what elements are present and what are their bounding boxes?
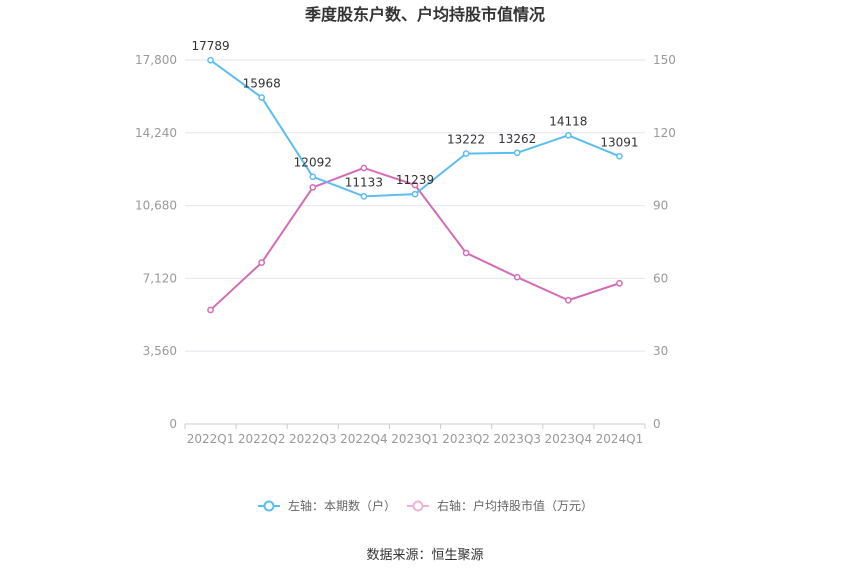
x-tick-label: 2023Q1 xyxy=(391,432,439,446)
data-point-right xyxy=(513,273,521,281)
right-tick-label: 0 xyxy=(653,417,661,431)
right-tick-label: 120 xyxy=(653,126,676,140)
data-point-left xyxy=(360,192,368,200)
data-point-right xyxy=(616,279,623,287)
data-point-right xyxy=(411,181,419,189)
data-label: 17789 xyxy=(191,39,229,53)
data-point-left xyxy=(207,56,214,64)
right-tick-label: 150 xyxy=(653,53,676,67)
data-point-left xyxy=(411,190,419,198)
x-tick-label: 2022Q2 xyxy=(238,432,286,446)
chart-title: 季度股东户数、户均持股市值情况 xyxy=(304,5,545,24)
data-label: 14118 xyxy=(549,114,587,128)
x-tick-label: 2022Q4 xyxy=(340,432,388,446)
series-layer xyxy=(207,56,623,314)
left-axis: 0 3,560 7,120 10,680 14,240 17,800 xyxy=(135,53,177,431)
data-labels: 17789 15968 12092 11133 11239 13222 13262 14118… xyxy=(191,39,638,189)
left-tick-label: 17,800 xyxy=(135,53,177,67)
data-label: 15968 xyxy=(243,76,281,90)
legend-marker xyxy=(263,500,275,512)
gridlines xyxy=(185,59,645,425)
left-tick-label: 10,680 xyxy=(135,199,177,213)
x-tick-label: 2023Q4 xyxy=(545,432,593,446)
right-tick-label: 90 xyxy=(653,199,668,213)
legend-item-right[interactable]: 右轴：户均持股市值（万元） xyxy=(407,498,593,513)
data-label: 13262 xyxy=(498,132,536,146)
legend-marker xyxy=(412,500,424,512)
data-point-left xyxy=(513,149,521,157)
x-tick-label: 2023Q3 xyxy=(493,432,541,446)
left-tick-label: 7,120 xyxy=(143,271,177,285)
data-point-left xyxy=(309,173,317,181)
data-label: 13091 xyxy=(600,135,638,149)
data-label: 11239 xyxy=(396,173,434,187)
x-tick-label: 2022Q3 xyxy=(289,432,337,446)
x-axis: 2022Q1 2022Q2 2022Q3 2022Q4 2023Q1 2023Q2 2023… xyxy=(184,424,646,446)
x-tick-label: 2024Q1 xyxy=(596,432,644,446)
data-label: 12092 xyxy=(294,156,332,170)
data-point-right xyxy=(462,249,470,257)
left-tick-label: 14,240 xyxy=(135,126,177,140)
right-tick-label: 60 xyxy=(653,271,668,285)
left-tick-label: 0 xyxy=(169,417,177,431)
source-note: 数据来源：恒生聚源 xyxy=(366,548,483,563)
left-tick-label: 3,560 xyxy=(143,344,177,358)
data-point-left xyxy=(616,152,623,160)
legend-item-left[interactable]: 左轴：本期数（户） xyxy=(258,498,396,513)
right-axis: 0 30 60 90 120 150 xyxy=(653,53,676,431)
data-point-left xyxy=(462,150,470,157)
x-tick-label: 2022Q1 xyxy=(187,432,235,446)
data-label: 11133 xyxy=(345,175,383,189)
data-point-right xyxy=(258,259,266,266)
data-label: 13222 xyxy=(447,133,485,147)
data-point-left xyxy=(258,94,266,101)
legend-label: 左轴：本期数（户） xyxy=(288,498,396,513)
data-point-right xyxy=(207,306,214,314)
data-point-right xyxy=(360,164,368,172)
legend-label: 右轴：户均持股市值（万元） xyxy=(437,498,593,513)
series-line-right xyxy=(209,166,620,311)
data-point-left xyxy=(564,131,572,139)
legend[interactable]: 左轴：本期数（户） 右轴：户均持股市值（万元） xyxy=(258,498,593,513)
data-point-right xyxy=(564,296,572,304)
right-tick-label: 30 xyxy=(653,344,668,358)
x-tick-label: 2023Q2 xyxy=(442,432,490,446)
data-point-right xyxy=(309,184,317,191)
